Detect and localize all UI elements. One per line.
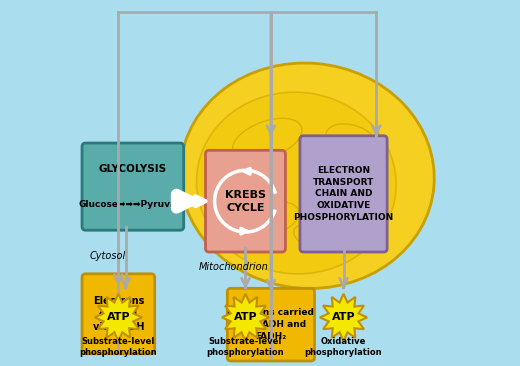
Polygon shape bbox=[320, 294, 367, 341]
Ellipse shape bbox=[197, 92, 396, 274]
Polygon shape bbox=[95, 294, 142, 341]
Text: Electrons carried
via NADH and
FADH₂: Electrons carried via NADH and FADH₂ bbox=[227, 309, 314, 341]
Text: Electrons
carried
via NADH: Electrons carried via NADH bbox=[93, 296, 144, 332]
Text: ATP: ATP bbox=[233, 313, 257, 322]
Text: Substrate-level
phosphorylation: Substrate-level phosphorylation bbox=[206, 337, 284, 357]
Text: ATP: ATP bbox=[332, 313, 355, 322]
FancyBboxPatch shape bbox=[227, 288, 315, 361]
FancyBboxPatch shape bbox=[300, 136, 387, 252]
Text: ELECTRON
TRANSPORT
CHAIN AND
OXIDATIVE
PHOSPHORYLATION: ELECTRON TRANSPORT CHAIN AND OXIDATIVE P… bbox=[293, 166, 394, 222]
Polygon shape bbox=[222, 294, 269, 341]
FancyBboxPatch shape bbox=[82, 143, 184, 230]
Text: Substrate-level
phosphorylation: Substrate-level phosphorylation bbox=[80, 337, 157, 357]
Ellipse shape bbox=[180, 63, 434, 288]
Text: Glucose➡➡➡Pyruvate: Glucose➡➡➡Pyruvate bbox=[79, 200, 187, 209]
FancyBboxPatch shape bbox=[205, 150, 285, 252]
FancyBboxPatch shape bbox=[82, 274, 154, 354]
Text: Cytosol: Cytosol bbox=[89, 251, 125, 261]
Text: KREBS
CYCLE: KREBS CYCLE bbox=[225, 190, 266, 213]
Text: Mitochondrion: Mitochondrion bbox=[198, 262, 268, 272]
Text: Oxidative
phosphorylation: Oxidative phosphorylation bbox=[305, 337, 382, 357]
Text: GLYCOLYSIS: GLYCOLYSIS bbox=[99, 164, 167, 174]
Text: ATP: ATP bbox=[107, 313, 130, 322]
